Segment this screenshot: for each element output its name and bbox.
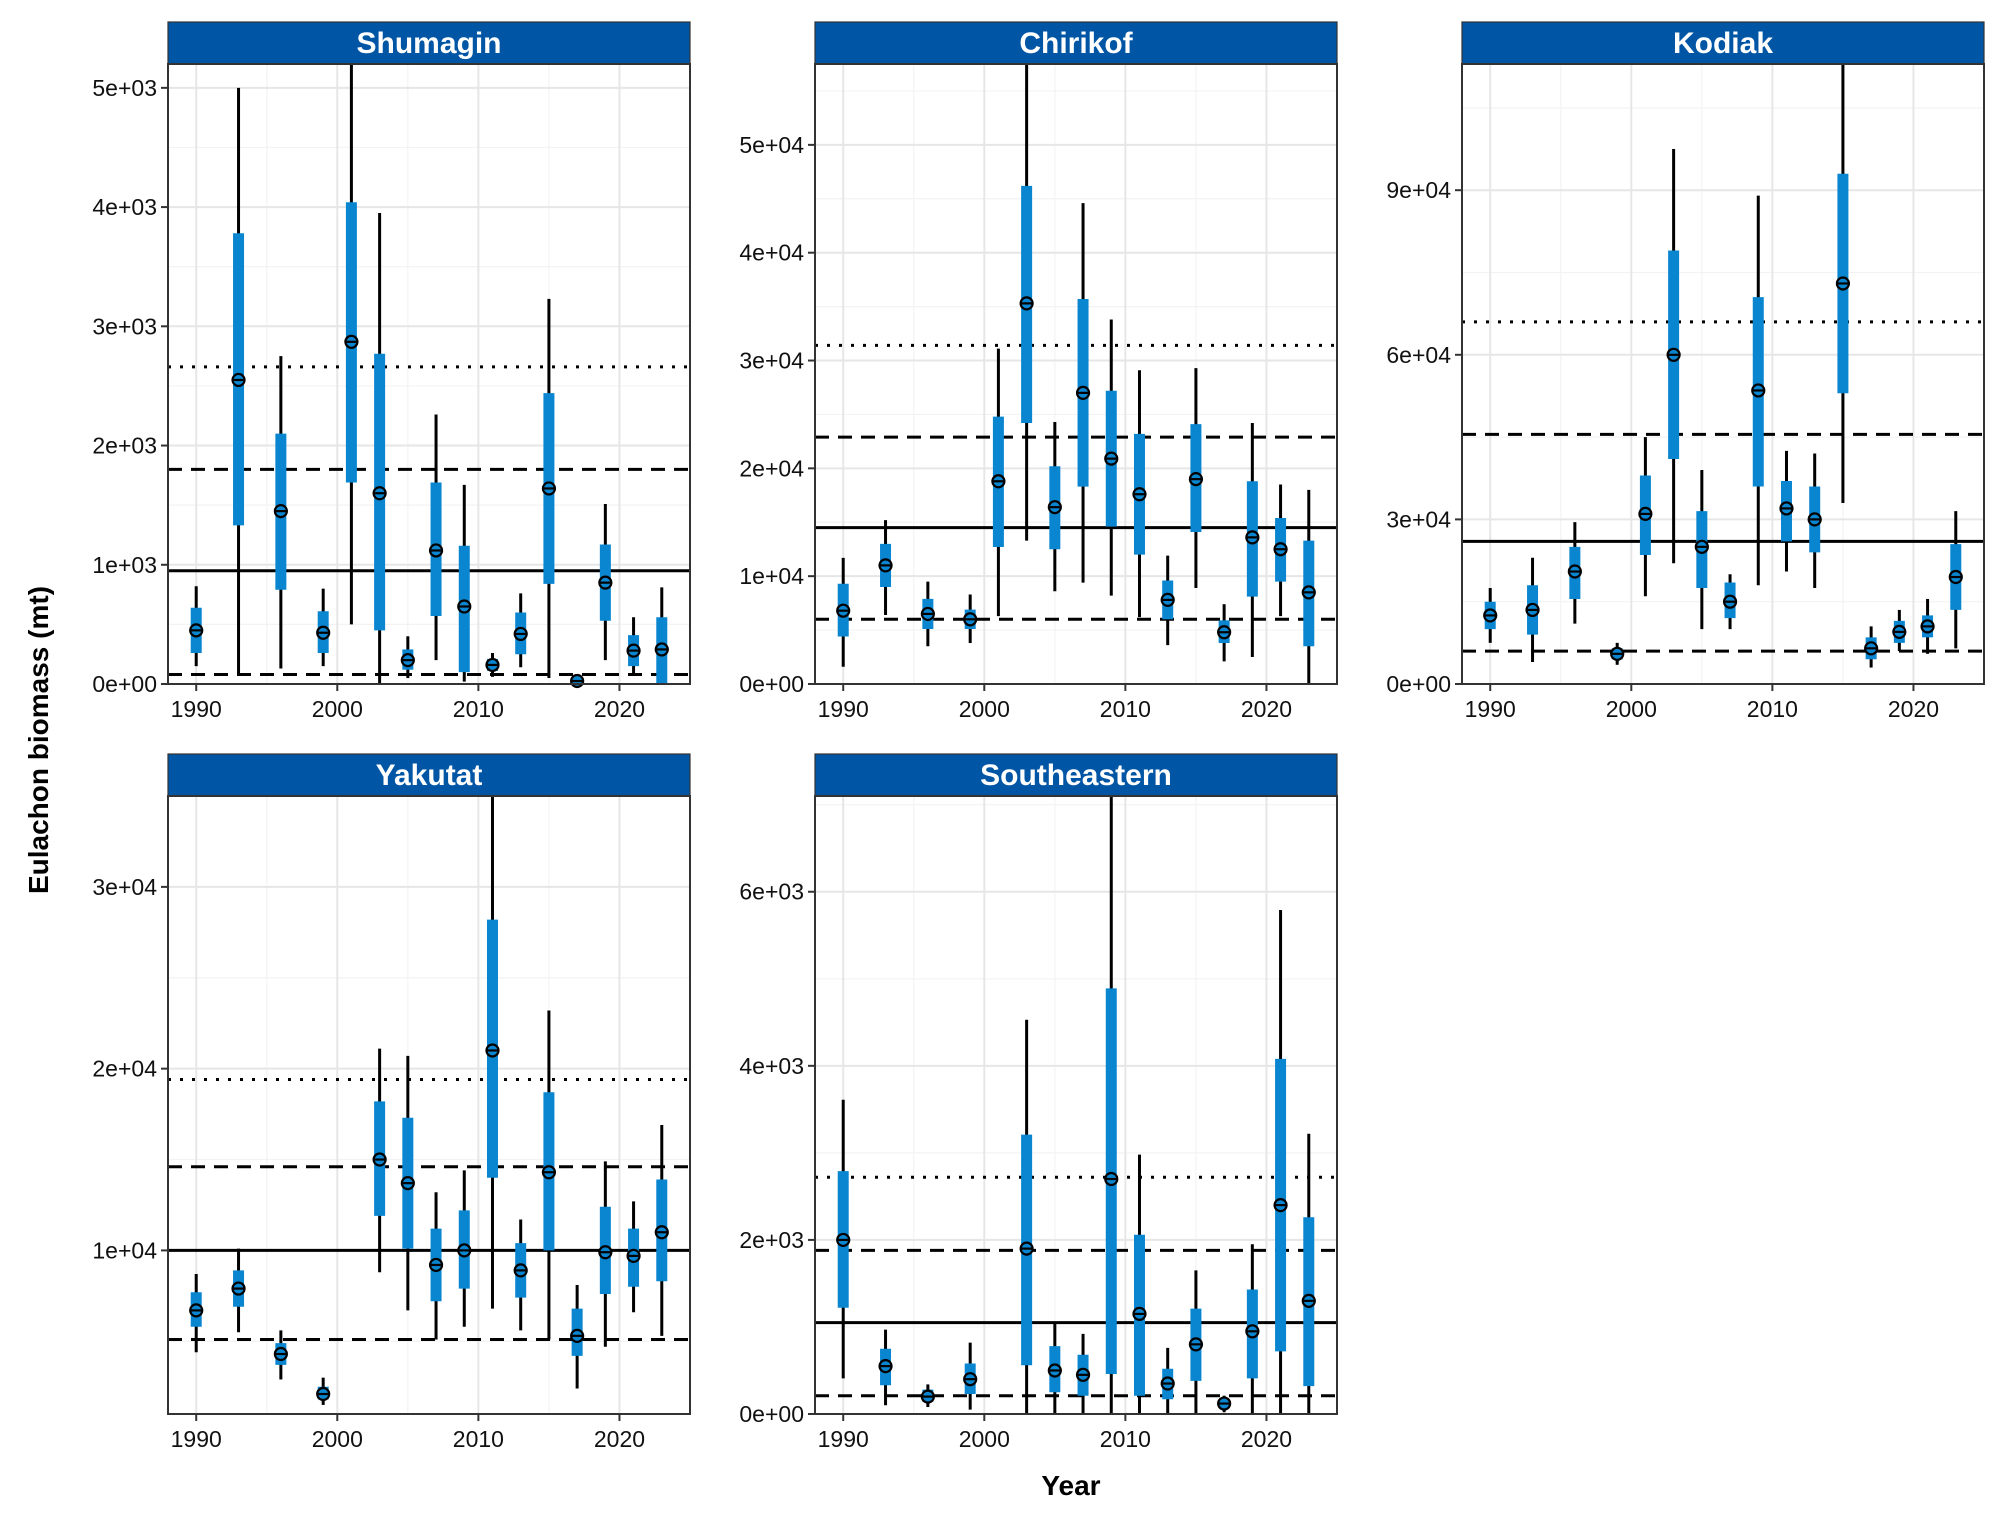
panel-border bbox=[167, 63, 691, 685]
x-tick-label: 2020 bbox=[594, 1426, 645, 1452]
panel-southeastern: Southeastern 1990 2000 2010 2020 0e+00 2e+03 4e… bbox=[739, 753, 1338, 1452]
plot-background bbox=[1462, 64, 1984, 684]
y-tick-label: 6e+03 bbox=[739, 879, 804, 905]
y-tick-label: 1e+03 bbox=[92, 552, 157, 578]
panel-border bbox=[814, 795, 1338, 1415]
x-tick-label: 2010 bbox=[1100, 696, 1151, 722]
y-tick-label: 2e+03 bbox=[739, 1227, 804, 1253]
strip-title-shumagin: Shumagin bbox=[356, 27, 501, 60]
strip-southeastern bbox=[814, 753, 1338, 797]
panel-kodiak: Kodiak 1990 2000 2010 2020 0e+00 3e+04 6e+04 9e+… bbox=[1386, 21, 1985, 722]
y-tick-label: 0e+00 bbox=[92, 671, 157, 697]
panel-border bbox=[167, 795, 691, 1415]
y-tick-label: 3e+03 bbox=[92, 313, 157, 339]
x-tick-label: 2020 bbox=[1241, 1426, 1292, 1452]
plot-background bbox=[168, 796, 690, 1414]
y-tick-label: 0e+00 bbox=[739, 671, 804, 697]
x-tick-label: 1990 bbox=[171, 1426, 222, 1452]
y-tick-label: 0e+00 bbox=[1386, 671, 1451, 697]
plot-background bbox=[815, 64, 1337, 684]
x-tick-label: 2020 bbox=[594, 696, 645, 722]
strip-title-yakutat: Yakutat bbox=[376, 759, 483, 792]
x-tick-label: 1990 bbox=[171, 696, 222, 722]
x-axis-title: Year bbox=[1041, 1470, 1100, 1501]
y-tick-label: 3e+04 bbox=[92, 874, 157, 900]
x-tick-label: 2010 bbox=[453, 1426, 504, 1452]
y-tick-label: 2e+04 bbox=[739, 455, 804, 481]
y-tick-label: 3e+04 bbox=[1386, 506, 1451, 532]
panel-border bbox=[1461, 63, 1985, 685]
x-tick-label: 1990 bbox=[1465, 696, 1516, 722]
strip-yakutat bbox=[167, 753, 691, 797]
y-tick-label: 5e+03 bbox=[92, 75, 157, 101]
x-tick-label: 2000 bbox=[959, 1426, 1010, 1452]
y-tick-label: 9e+04 bbox=[1386, 177, 1451, 203]
y-tick-label: 2e+03 bbox=[92, 433, 157, 459]
panel-border bbox=[814, 63, 1338, 685]
y-tick-label: 4e+04 bbox=[739, 240, 804, 266]
strip-kodiak bbox=[1461, 21, 1985, 65]
panel-shumagin: Shumagin 1990 2000 2010 2020 0e+00 1e+03 2e+03 3… bbox=[92, 21, 691, 722]
x-tick-label: 2010 bbox=[1100, 1426, 1151, 1452]
y-tick-label: 1e+04 bbox=[739, 563, 804, 589]
y-tick-label: 1e+04 bbox=[92, 1237, 157, 1263]
y-axis-title: Eulachon biomass (mt) bbox=[23, 586, 54, 894]
y-tick-label: 4e+03 bbox=[739, 1053, 804, 1079]
y-tick-label: 3e+04 bbox=[739, 348, 804, 374]
strip-shumagin bbox=[167, 21, 691, 65]
y-tick-label: 6e+04 bbox=[1386, 342, 1451, 368]
facet-panels: Shumagin 1990 2000 2010 2020 0e+00 1e+03 2e+03 3… bbox=[92, 21, 1985, 1452]
x-tick-label: 2000 bbox=[312, 1426, 363, 1452]
x-tick-label: 1990 bbox=[818, 1426, 869, 1452]
x-tick-label: 2000 bbox=[959, 696, 1010, 722]
strip-chirikof bbox=[814, 21, 1338, 65]
y-tick-label: 4e+03 bbox=[92, 194, 157, 220]
panel-yakutat: Yakutat 1990 2000 2010 2020 1e+04 2e+04 3e+04 bbox=[92, 753, 691, 1452]
x-tick-label: 2000 bbox=[312, 696, 363, 722]
y-tick-label: 2e+04 bbox=[92, 1056, 157, 1082]
x-tick-label: 2020 bbox=[1888, 696, 1939, 722]
x-tick-label: 2020 bbox=[1241, 696, 1292, 722]
x-tick-label: 2010 bbox=[1747, 696, 1798, 722]
plot-background bbox=[168, 64, 690, 684]
x-tick-label: 2000 bbox=[1606, 696, 1657, 722]
strip-title-southeastern: Southeastern bbox=[980, 759, 1172, 792]
x-tick-label: 1990 bbox=[818, 696, 869, 722]
y-tick-label: 5e+04 bbox=[739, 132, 804, 158]
y-tick-label: 0e+00 bbox=[739, 1401, 804, 1427]
strip-title-kodiak: Kodiak bbox=[1673, 27, 1773, 60]
strip-title-chirikof: Chirikof bbox=[1019, 27, 1133, 60]
x-tick-label: 2010 bbox=[453, 696, 504, 722]
panel-chirikof: Chirikof 1990 2000 2010 2020 0e+00 1e+04 2e+04 3… bbox=[739, 21, 1338, 722]
